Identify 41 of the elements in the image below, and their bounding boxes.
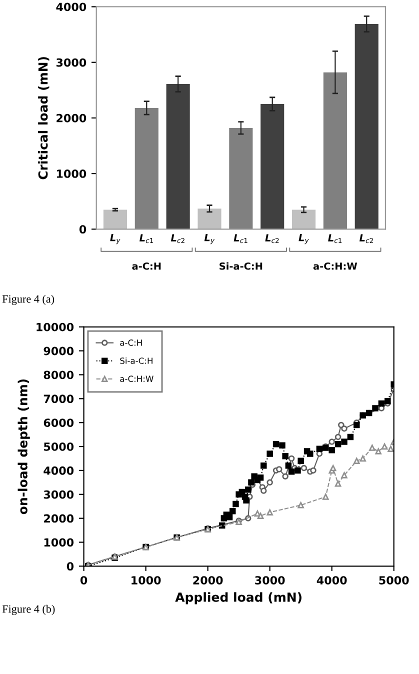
y-tick-label: 4000: [44, 466, 74, 475]
x-axis-title: Applied load (mN): [175, 592, 302, 604]
x-tick-label: L$_{y}$: [110, 234, 120, 244]
x-tick-label: L$_{c1}$: [234, 234, 248, 244]
x-tick-label: L$_{y}$: [298, 234, 309, 244]
caption: Figure 4 (a): [2, 294, 54, 305]
y-tick-label: 0: [79, 225, 86, 234]
legend-label: Si-a-C:H: [120, 357, 152, 364]
y-tick-label: 2000: [44, 514, 74, 523]
y-tick-label: 3000: [44, 490, 74, 499]
text: Si-a-C:H: [220, 262, 262, 270]
x-tick-label: 3000: [255, 576, 285, 584]
x-tick-label: 5000: [379, 576, 409, 584]
text: a-C:H: [132, 262, 161, 270]
y-tick-label: 0: [66, 562, 74, 571]
x-tick-label: L$_{c2}$: [170, 234, 184, 244]
x-tick-label: 1000: [132, 576, 161, 584]
y-tick-label: 2000: [56, 114, 86, 122]
legend-label: a-C:H:W: [120, 376, 154, 382]
legend-label: a-C:H: [120, 340, 142, 346]
y-tick-label: 3000: [56, 58, 86, 67]
x-tick-label: L$_{c2}$: [359, 234, 373, 244]
x-tick-label: L$_{y}$: [204, 234, 215, 244]
text: a-C:H:W: [313, 262, 358, 270]
y-tick-label: 5000: [44, 442, 74, 451]
x-tick-label: 4000: [316, 576, 347, 584]
y-tick-label: 10000: [36, 322, 74, 332]
x-tick-label: 2000: [193, 576, 223, 584]
y-tick-label: 1000: [44, 538, 74, 547]
x-tick-label: L$_{c1}$: [140, 234, 154, 244]
y-tick-label: 8000: [44, 370, 74, 380]
y-tick-label: 1000: [56, 170, 86, 178]
y-tick-label: 7000: [44, 394, 74, 404]
y-tick-label: 6000: [44, 418, 74, 427]
y-axis-title: Critical load (mN): [38, 57, 50, 180]
x-tick-label: L$_{c2}$: [265, 234, 279, 244]
y-tick-label: 9000: [44, 346, 74, 356]
caption: Figure 4 (b): [2, 604, 55, 616]
x-tick-label: L$_{c1}$: [328, 234, 342, 244]
y-axis-title: on-load depth (nm): [18, 379, 30, 514]
y-tick-label: 4000: [56, 2, 86, 12]
